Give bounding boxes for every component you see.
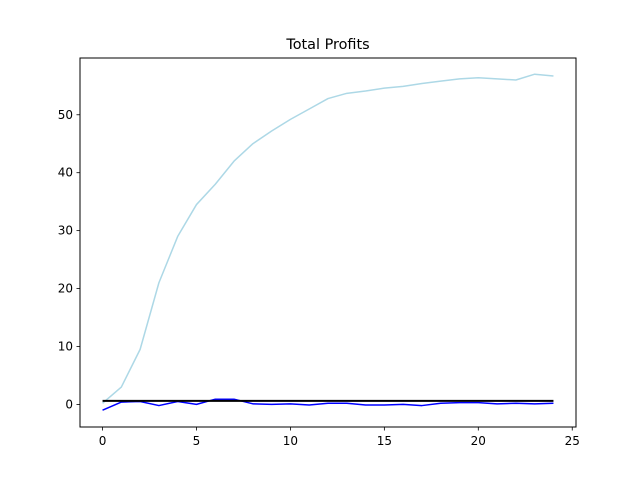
plot-frame xyxy=(79,57,577,428)
series-layer xyxy=(102,73,554,411)
series-line-1 xyxy=(102,73,554,404)
x-axis: 0 5 10 15 20 25 xyxy=(99,427,580,448)
x-tick-label: 5 xyxy=(193,434,201,448)
y-tick-label: 0 xyxy=(65,397,73,411)
x-tick-label: 10 xyxy=(283,434,298,448)
y-tick-label: 30 xyxy=(58,224,73,238)
x-tick-label: 0 xyxy=(99,434,107,448)
y-tick-label: 10 xyxy=(58,339,73,353)
x-tick-label: 20 xyxy=(471,434,486,448)
x-tick-label: 15 xyxy=(377,434,392,448)
y-tick-label: 50 xyxy=(58,108,73,122)
y-tick-label: 20 xyxy=(58,282,73,296)
chart-title: Total Profits xyxy=(285,37,369,53)
x-tick-label: 25 xyxy=(565,434,580,448)
y-tick-label: 40 xyxy=(58,166,73,180)
y-axis: 0 10 20 30 40 50 xyxy=(58,108,80,411)
